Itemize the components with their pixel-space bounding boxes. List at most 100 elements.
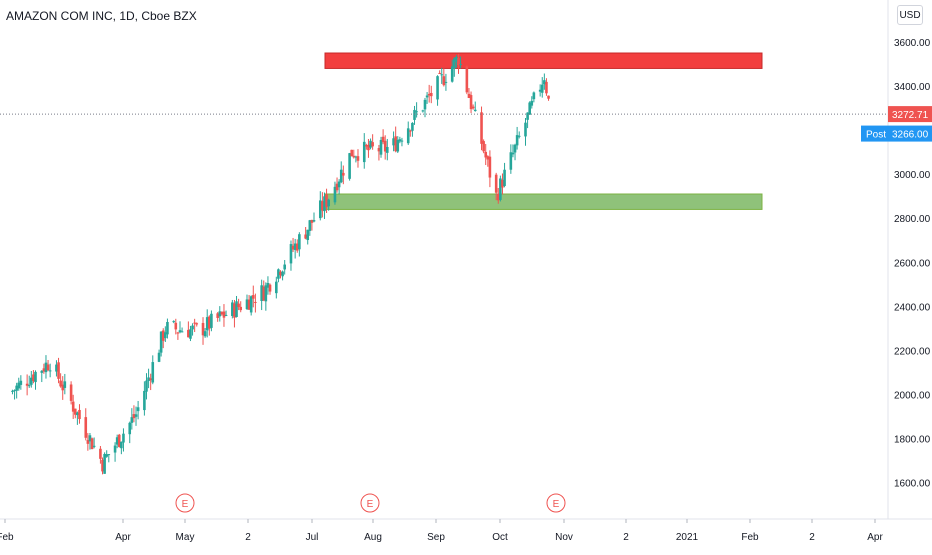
candle-body[interactable]	[113, 445, 117, 453]
candle-body[interactable]	[450, 66, 454, 82]
candle-body[interactable]	[471, 106, 475, 109]
candle-body[interactable]	[295, 243, 299, 251]
candle-body[interactable]	[249, 296, 253, 313]
candle-body[interactable]	[233, 303, 236, 318]
candle-body[interactable]	[187, 329, 190, 338]
candle-body[interactable]	[201, 322, 205, 336]
candle-body[interactable]	[480, 112, 483, 144]
candle-body[interactable]	[46, 364, 50, 371]
candle-body[interactable]	[547, 95, 550, 99]
candle-body[interactable]	[224, 314, 228, 316]
candle-body[interactable]	[159, 331, 163, 353]
candle-body[interactable]	[406, 128, 410, 144]
candle-body[interactable]	[189, 329, 192, 339]
candle-body[interactable]	[379, 139, 383, 155]
candle-body[interactable]	[15, 385, 18, 391]
candle-body[interactable]	[208, 316, 211, 329]
candle-body[interactable]	[63, 381, 67, 388]
candle-body[interactable]	[117, 434, 121, 447]
resistance-zone[interactable]	[324, 52, 763, 69]
candle-body[interactable]	[237, 303, 240, 308]
candle-body[interactable]	[254, 301, 257, 303]
candle-body[interactable]	[499, 178, 502, 200]
candle-body[interactable]	[455, 56, 458, 62]
currency-button[interactable]: USD	[897, 5, 923, 25]
candle-body[interactable]	[385, 146, 389, 153]
candle-body[interactable]	[325, 194, 328, 208]
candle-body[interactable]	[323, 196, 326, 212]
candle-body[interactable]	[164, 332, 167, 339]
candle-body[interactable]	[44, 362, 48, 373]
candle-body[interactable]	[540, 84, 544, 93]
candle-body[interactable]	[425, 95, 429, 98]
candle-body[interactable]	[147, 377, 150, 381]
candle-body[interactable]	[268, 284, 272, 292]
candle-body[interactable]	[528, 102, 531, 115]
candle-body[interactable]	[342, 172, 345, 176]
candle-body[interactable]	[511, 152, 515, 155]
candle-body[interactable]	[398, 139, 402, 142]
candle-body[interactable]	[442, 76, 446, 86]
candle-body[interactable]	[354, 156, 358, 158]
candle-body[interactable]	[86, 440, 90, 444]
earnings-marker[interactable]	[360, 493, 380, 513]
candle-body[interactable]	[11, 390, 14, 392]
candle-body[interactable]	[32, 374, 35, 381]
candle-body[interactable]	[371, 142, 374, 147]
candle-body[interactable]	[392, 138, 395, 146]
earnings-marker[interactable]	[546, 493, 566, 513]
candle-body[interactable]	[465, 66, 469, 93]
candle-body[interactable]	[231, 302, 234, 316]
candle-body[interactable]	[291, 245, 295, 250]
candle-body[interactable]	[494, 174, 498, 193]
candle-body[interactable]	[469, 95, 473, 110]
candle-body[interactable]	[134, 414, 138, 417]
candle-body[interactable]	[321, 201, 324, 211]
candle-body[interactable]	[515, 135, 519, 146]
candle-body[interactable]	[457, 58, 460, 65]
candle-body[interactable]	[251, 295, 255, 299]
candle-body[interactable]	[132, 414, 136, 419]
candle-body[interactable]	[178, 330, 182, 333]
candle-body[interactable]	[530, 100, 534, 106]
candle-body[interactable]	[350, 149, 353, 157]
candle-body[interactable]	[436, 76, 439, 100]
candle-body[interactable]	[25, 383, 29, 386]
candle-body[interactable]	[245, 299, 249, 310]
candle-body[interactable]	[440, 74, 444, 76]
support-zone[interactable]	[324, 193, 763, 210]
candle-body[interactable]	[13, 390, 16, 392]
candle-body[interactable]	[423, 99, 427, 110]
candle-body[interactable]	[161, 330, 165, 341]
candle-body[interactable]	[84, 417, 88, 438]
candle-body[interactable]	[205, 317, 209, 331]
candle-body[interactable]	[149, 378, 152, 381]
candle-body[interactable]	[486, 156, 490, 160]
candle-body[interactable]	[191, 325, 194, 330]
candle-body[interactable]	[266, 283, 270, 288]
candle-body[interactable]	[222, 311, 226, 318]
candle-body[interactable]	[503, 169, 506, 186]
candle-body[interactable]	[348, 153, 351, 179]
candle-body[interactable]	[277, 269, 280, 279]
candle-body[interactable]	[17, 382, 21, 389]
candle-body[interactable]	[115, 437, 119, 445]
candle-body[interactable]	[356, 156, 360, 161]
candle-body[interactable]	[105, 454, 108, 457]
candle-body[interactable]	[545, 81, 548, 94]
candle-body[interactable]	[496, 193, 500, 201]
candle-body[interactable]	[61, 384, 65, 391]
candle-body[interactable]	[543, 80, 546, 85]
candle-body[interactable]	[524, 122, 527, 137]
candle-body[interactable]	[48, 370, 52, 372]
candle-body[interactable]	[128, 422, 132, 435]
candle-body[interactable]	[73, 408, 77, 415]
candle-body[interactable]	[298, 234, 301, 250]
candle-body[interactable]	[352, 155, 356, 158]
candle-body[interactable]	[310, 219, 314, 223]
candle-body[interactable]	[120, 441, 123, 449]
candle-body[interactable]	[239, 306, 243, 311]
candle-body[interactable]	[88, 435, 92, 442]
candle-body[interactable]	[180, 331, 184, 333]
candle-body[interactable]	[482, 141, 485, 152]
